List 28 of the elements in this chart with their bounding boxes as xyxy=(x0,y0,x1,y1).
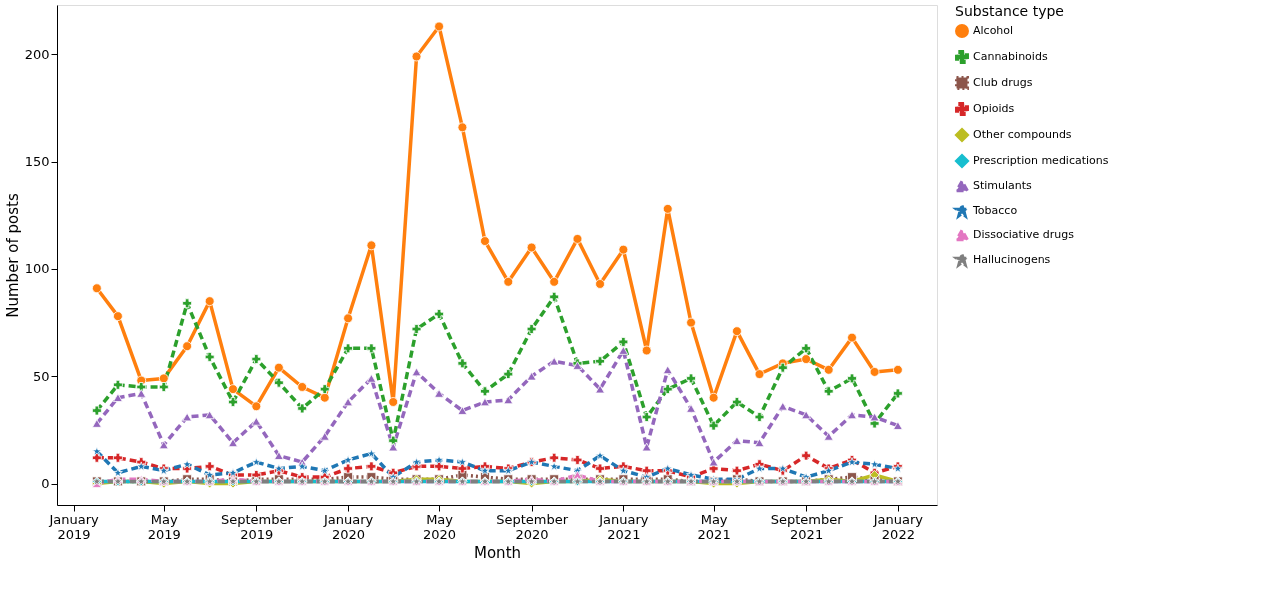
legend-label: Dissociative drugs xyxy=(973,228,1075,241)
x-tick-label: May 2019 xyxy=(147,511,181,542)
legend-label: Hallucinogens xyxy=(973,253,1051,266)
y-tick-label: 200 xyxy=(24,46,50,62)
x-tick-label: May 2021 xyxy=(697,511,731,542)
y-axis-title: Number of posts xyxy=(3,193,22,318)
legend-label: Stimulants xyxy=(973,179,1033,192)
x-tick-label: January 2022 xyxy=(872,511,924,542)
legend-label: Other compounds xyxy=(973,128,1072,141)
y-tick-label: 100 xyxy=(24,261,50,277)
x-tick-label: September 2021 xyxy=(770,511,844,542)
x-tick-label: May 2020 xyxy=(423,511,457,542)
x-tick-label: January 2019 xyxy=(48,511,99,542)
x-tick-label: September 2020 xyxy=(496,511,569,542)
legend-label: Opioids xyxy=(973,102,1015,115)
y-tick-label: 0 xyxy=(41,476,50,492)
legend-label: Club drugs xyxy=(973,76,1033,89)
x-axis-title: Month xyxy=(473,543,522,562)
legend-title: Substance type xyxy=(955,3,1064,19)
legend-label: Prescription medications xyxy=(973,154,1109,167)
x-tick-label: January 2021 xyxy=(598,511,649,542)
legend-label: Alcohol xyxy=(973,24,1014,37)
y-tick-label: 50 xyxy=(32,368,50,384)
x-tick-label: September 2019 xyxy=(220,511,294,542)
legend-label: Cannabinoids xyxy=(973,50,1048,63)
x-tick-label: January 2020 xyxy=(322,511,374,542)
legend-label: Tobacco xyxy=(972,204,1018,217)
y-tick-label: 150 xyxy=(24,154,50,170)
